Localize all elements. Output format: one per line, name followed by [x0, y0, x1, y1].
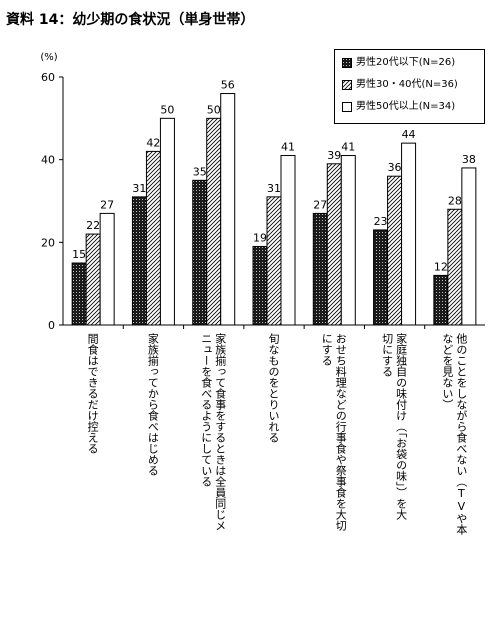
x-tick-label: にする: [320, 333, 334, 366]
bar-value-label: 15: [72, 248, 86, 261]
bar-value-label: 12: [434, 260, 448, 273]
x-tick-label: 家族揃ってから食べはじめる: [146, 333, 160, 476]
x-tick-label: 他のことをしながら食べない（TVや本: [454, 333, 468, 535]
legend-label: 男性50代以上(N=34): [356, 101, 456, 112]
legend-swatch-white: [342, 102, 352, 112]
legend-swatch-dark-dotted: [342, 58, 352, 68]
bar: [145, 150, 161, 326]
bar-value-label: 42: [146, 136, 160, 149]
bar-value-label: 56: [221, 79, 235, 92]
bar-value-label: 39: [327, 149, 341, 162]
bar-value-label: 23: [374, 215, 388, 228]
bar: [312, 212, 328, 326]
bar: [387, 175, 403, 326]
bar: [85, 233, 101, 326]
bar-value-label: 38: [462, 153, 476, 166]
bar-value-label: 36: [388, 161, 402, 174]
bar: [433, 274, 449, 326]
bar-value-label: 41: [281, 141, 295, 154]
chart-title: 資料 14：幼少期の食状況（単身世帯）: [6, 12, 255, 28]
x-tick-label: おせち料理などの行事食や祭事食を大切: [334, 333, 348, 531]
x-tick-label: 旬なものをとりいれる: [267, 333, 280, 443]
bar-value-label: 27: [313, 198, 327, 211]
bar: [252, 245, 268, 326]
x-tick-label: 間食はできるだけ控える: [86, 333, 100, 454]
bar: [99, 212, 115, 326]
bar: [280, 155, 296, 326]
bar-value-label: 44: [402, 128, 416, 141]
bar: [71, 262, 87, 326]
bar-value-label: 31: [132, 182, 146, 195]
legend-label: 男性20代以下(N=26): [356, 57, 456, 68]
bar-value-label: 35: [193, 165, 207, 178]
y-tick-label: 20: [41, 236, 55, 249]
bar-value-label: 31: [267, 182, 281, 195]
bar: [373, 229, 389, 326]
bar: [461, 167, 477, 326]
x-tick-label: などを見ない）: [440, 333, 454, 410]
bar: [326, 163, 342, 326]
bar: [206, 117, 222, 326]
y-axis-label: (%): [40, 52, 57, 63]
bar-value-label: 27: [100, 198, 114, 211]
y-tick-label: 60: [41, 71, 55, 84]
x-tick-label: 家庭独自の味付け（「お袋の味」）を大: [394, 333, 408, 520]
bar: [340, 155, 356, 326]
bar-value-label: 19: [253, 231, 267, 244]
bar: [266, 196, 282, 326]
x-tick-label: ニューを食べるようにしている: [199, 333, 213, 487]
bar: [447, 208, 463, 326]
bar-value-label: 28: [448, 194, 462, 207]
bar-value-label: 50: [160, 103, 174, 116]
bar-value-label: 50: [207, 103, 221, 116]
bar: [220, 93, 236, 326]
bar-value-label: 22: [86, 219, 100, 232]
x-tick-label: 家族揃って食事をするときは全員同じメ: [213, 333, 227, 531]
bar: [159, 117, 175, 326]
legend-label: 男性30・40代(N=36): [356, 79, 458, 90]
x-tick-label: 切にする: [380, 333, 394, 377]
legend: 男性20代以下(N=26) 男性30・40代(N=36) 男性50代以上(N=3…: [334, 49, 485, 124]
bar: [401, 142, 417, 326]
bar-value-label: 41: [341, 141, 355, 154]
y-tick-label: 40: [41, 154, 55, 167]
legend-swatch-diagonal-hatch: [342, 80, 352, 90]
data-labels: 1522273142503550561931412739412336441228…: [72, 79, 476, 274]
y-tick-label: 0: [48, 319, 55, 332]
bars: [71, 93, 477, 326]
bar: [192, 179, 208, 326]
bar: [131, 196, 147, 326]
